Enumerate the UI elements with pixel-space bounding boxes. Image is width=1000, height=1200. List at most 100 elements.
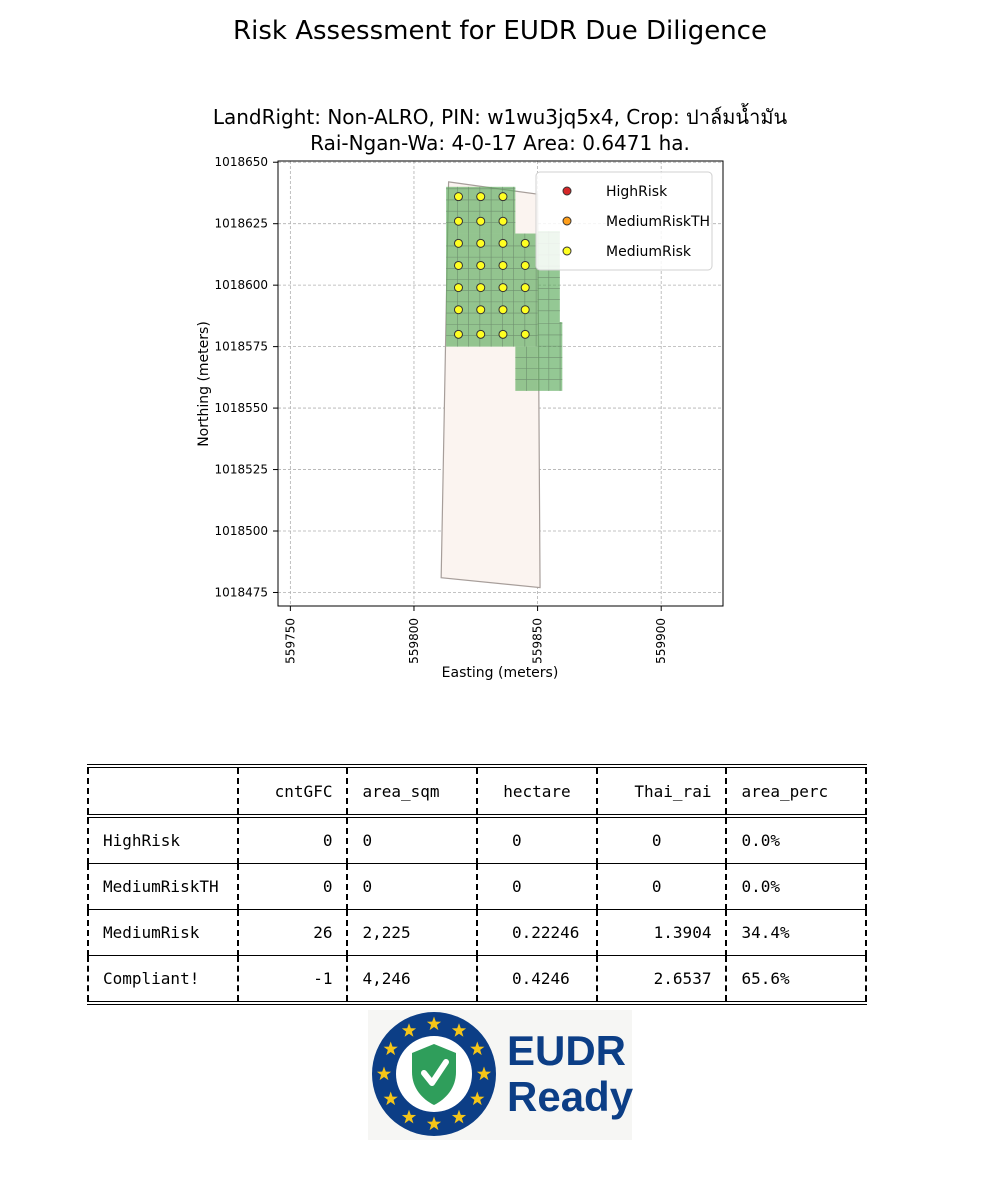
table-cell: 0 [595,863,728,910]
legend-box [535,171,713,271]
star-icon [376,1066,392,1081]
point-mediumrisk [453,260,463,270]
row-label: MediumRisk [87,909,239,956]
table-row: MediumRiskTH 0 0 0 0 0.0% [87,863,867,910]
legend-label-medium-risk-th: MediumRiskTH [606,214,710,230]
y-tick-label: 1018650 [215,155,268,169]
table-cell: 0 [236,815,349,864]
y-axis-label: Northing (meters) [196,321,212,447]
star-icon [401,1023,417,1037]
grid-cell-block [537,322,563,391]
results-table-container: cntGFC area_sqm hectare Thai_rai area_pe… [87,764,867,1005]
logo-text-line-1: EUDR [507,1027,627,1074]
point-mediumrisk [520,260,530,270]
table-cell: 2,225 [346,909,478,956]
point-mediumrisk [476,238,486,248]
star-icon [383,1041,398,1056]
points-layer [453,192,530,339]
point-mediumrisk [476,305,486,315]
point-mediumrisk [476,329,486,339]
plot-title-line-1: LandRight: Non-ALRO, PIN: w1wu3jq5x4, Cr… [212,105,788,129]
x-tick-label: 559850 [531,618,545,664]
point-mediumrisk [520,305,530,315]
table-cell: 0 [475,815,598,864]
plot-title: LandRight: Non-ALRO, PIN: w1wu3jq5x4, Cr… [0,104,1000,156]
results-table: cntGFC area_sqm hectare Thai_rai area_pe… [87,764,867,1005]
table-cell: 2.6537 [595,955,728,1005]
x-tick-label: 559900 [654,618,668,664]
table-cell: 0 [595,815,728,864]
star-icon [426,1116,442,1131]
point-mediumrisk [476,260,486,270]
point-mediumrisk [498,329,508,339]
table-cell: 26 [236,909,349,956]
figure-title: Risk Assessment for EUDR Due Diligence [233,16,767,46]
risk-map-chart: 559750 559800 559850 559900 1018475 1018500 10… [196,155,724,681]
header-cell: area_perc [725,764,867,818]
y-tick-label: 1018625 [215,217,268,231]
header-cell: Thai_rai [595,764,728,818]
point-mediumrisk [453,216,463,226]
star-icon [470,1091,485,1106]
eu-stars-shield-icon [372,1012,496,1136]
table-cell: -1 [236,955,349,1005]
header-cell: area_sqm [346,764,478,818]
table-cell: 0 [346,815,478,864]
star-icon [470,1041,485,1056]
point-mediumrisk [453,305,463,315]
point-mediumrisk [520,283,530,293]
star-icon [451,1109,467,1124]
point-mediumrisk [453,329,463,339]
table-header-row: cntGFC area_sqm hectare Thai_rai area_pe… [87,764,867,818]
eudr-ready-logo: EUDR Ready [368,1010,633,1140]
logo-text-line-2: Ready [507,1073,634,1120]
x-axis-label: Easting (meters) [442,665,559,681]
table-cell: 0.0% [725,863,867,910]
point-mediumrisk [498,260,508,270]
legend-marker-medium-risk [562,246,572,256]
y-tick-label: 1018500 [215,524,268,538]
point-mediumrisk [498,305,508,315]
row-label: Compliant! [87,955,239,1005]
logo-wordmark: EUDR Ready [507,1028,633,1120]
star-icon [401,1109,417,1124]
point-mediumrisk [453,283,463,293]
point-mediumrisk [476,216,486,226]
point-mediumrisk [520,329,530,339]
row-label: HighRisk [87,815,239,864]
table-cell: 0 [236,863,349,910]
x-tick-label: 559800 [407,618,421,664]
table-row: Compliant! -1 4,246 0.4246 2.6537 65.6% [87,955,867,1005]
point-mediumrisk [498,238,508,248]
legend-marker-medium-risk-th [562,216,572,226]
y-tick-label: 1018475 [215,585,268,599]
plot-title-line-2: Rai-Ngan-Wa: 4-0-17 Area: 0.6471 ha. [310,131,690,155]
point-mediumrisk [520,238,530,248]
legend-label-medium-risk: MediumRisk [606,244,692,260]
row-label: MediumRiskTH [87,863,239,910]
x-tick-label: 559750 [283,618,297,664]
table-cell: 0 [346,863,478,910]
y-tick-label: 1018525 [215,463,268,477]
table-row: MediumRisk 26 2,225 0.22246 1.3904 34.4% [87,909,867,956]
table-cell: 0.22246 [475,909,598,956]
point-mediumrisk [498,216,508,226]
y-tick-label: 1018550 [215,401,268,415]
star-icon [476,1066,492,1081]
y-tick-label: 1018575 [215,340,268,354]
star-icon [383,1091,398,1106]
table-cell: 4,246 [346,955,478,1005]
table-cell: 34.4% [725,909,867,956]
point-mediumrisk [476,283,486,293]
legend: HighRisk MediumRiskTH MediumRisk [535,171,713,271]
axis-ticks: 559750 559800 559850 559900 1018475 1018500 10… [215,155,669,664]
y-tick-label: 1018600 [215,278,268,292]
table-cell: 0.4246 [475,955,598,1005]
table-cell: 0 [475,863,598,910]
header-cell: cntGFC [236,764,349,818]
point-mediumrisk [453,192,463,202]
table-row: HighRisk 0 0 0 0 0.0% [87,815,867,864]
point-mediumrisk [476,192,486,202]
header-cell: hectare [475,764,598,818]
legend-label-high-risk: HighRisk [606,184,668,200]
